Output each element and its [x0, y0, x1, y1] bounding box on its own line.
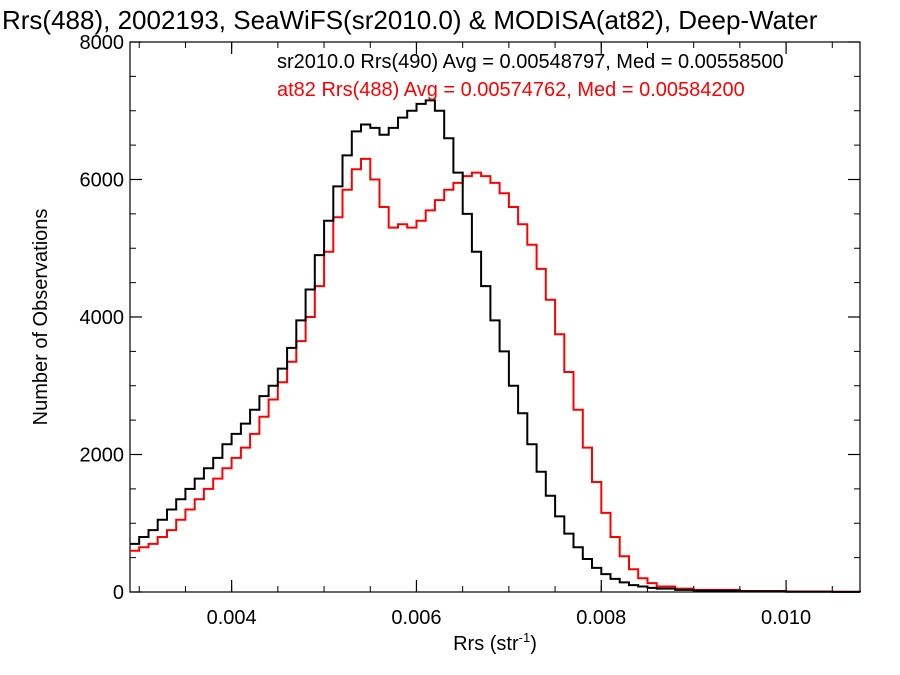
y-tick-label: 0	[113, 582, 124, 604]
y-axis-label: Number of Observations	[30, 209, 52, 426]
y-tick-label: 6000	[80, 170, 125, 192]
x-axis-label-main: Rrs (str	[453, 633, 519, 655]
y-tick-label: 8000	[80, 32, 125, 54]
y-tick-label: 2000	[80, 445, 125, 467]
x-tick-label: 0.008	[576, 607, 626, 629]
x-axis-ticks: 0.004 0.006 0.008 0.010	[138, 42, 833, 629]
y-axis-ticks: 0 2000 4000 6000 8000	[80, 32, 860, 604]
x-tick-label: 0.006	[391, 607, 441, 629]
x-axis-label-sup: -1	[519, 630, 531, 645]
x-tick-label: 0.004	[207, 607, 257, 629]
legend-entry-black: sr2010.0 Rrs(490) Avg = 0.00548797, Med …	[277, 51, 784, 73]
legend-entry-red: at82 Rrs(488) Avg = 0.00574762, Med = 0.…	[277, 79, 745, 101]
x-axis-label-tail: )	[530, 633, 537, 655]
series-layer	[130, 99, 861, 593]
x-tick-label: 0.010	[761, 607, 811, 629]
chart-title: Rrs(488), 2002193, SeaWiFS(sr2010.0) & M…	[2, 5, 818, 35]
series-line-red	[130, 157, 861, 593]
y-tick-label: 4000	[80, 307, 125, 329]
series-line-black	[130, 99, 861, 593]
x-axis-label: Rrs (str-1)	[453, 630, 537, 655]
plot-frame	[129, 41, 861, 593]
